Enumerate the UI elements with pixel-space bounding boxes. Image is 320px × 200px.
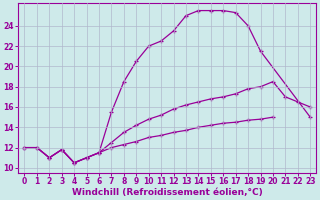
- X-axis label: Windchill (Refroidissement éolien,°C): Windchill (Refroidissement éolien,°C): [72, 188, 263, 197]
